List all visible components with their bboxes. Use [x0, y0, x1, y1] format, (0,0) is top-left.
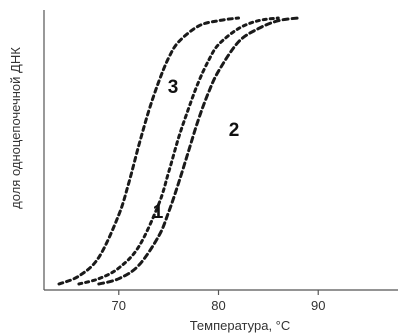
curves: [57, 16, 300, 286]
series-2-line: [97, 16, 300, 286]
series-1-line: [77, 16, 280, 286]
x-axis-ticks: 70 80 90: [112, 290, 325, 313]
curve-label-3: 3: [168, 77, 179, 98]
x-tick-label: 90: [311, 298, 325, 313]
y-axis-title: доля одноцепочечной ДНК: [8, 47, 23, 209]
series-3-line: [57, 16, 240, 286]
curve-label-1: 1: [153, 202, 164, 223]
curve-label-2: 2: [229, 120, 240, 141]
curve-labels: 1 2 3: [153, 77, 240, 223]
x-tick-label: 70: [112, 298, 126, 313]
axes: [43, 10, 398, 291]
x-axis-title: Температура, °C: [190, 318, 291, 333]
x-tick-label: 80: [211, 298, 225, 313]
